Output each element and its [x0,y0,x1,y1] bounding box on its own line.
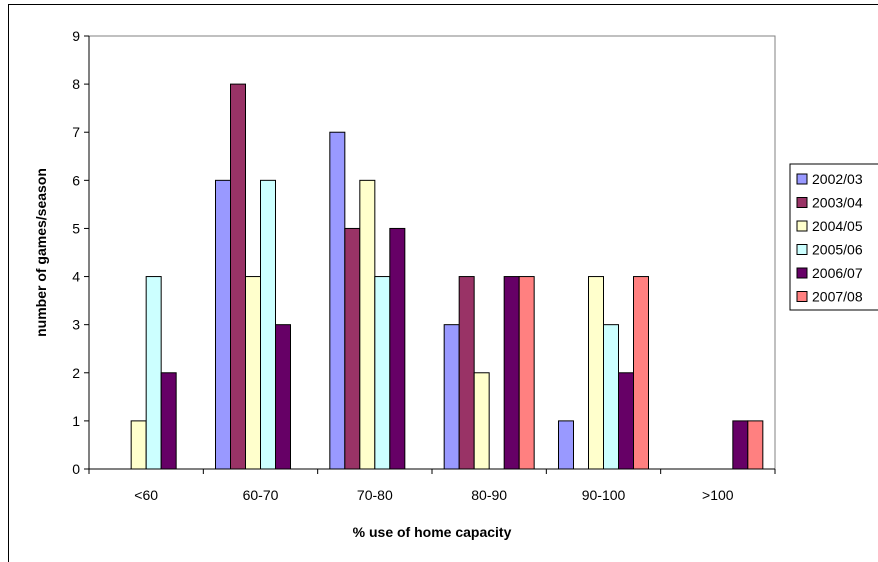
bar [260,179,276,470]
y-tick-label: 8 [72,76,80,92]
bar [558,420,574,470]
legend-label: 2007/08 [812,289,863,305]
bar [518,276,535,470]
legend-item: 2005/06 [796,242,863,258]
bar [443,324,460,470]
y-tick-labels: 0 1 2 3 4 5 6 7 8 9 [72,28,80,477]
bar [230,83,246,470]
legend: 2002/03 2003/04 2004/05 2005/06 2006/07 2007/… [789,163,878,311]
legend-label: 2003/04 [812,195,863,211]
bar [588,276,604,470]
bar [329,131,346,470]
legend-item: 2006/07 [796,265,863,281]
x-tick-label: >100 [702,487,734,503]
x-tick-label: 60-70 [243,487,279,503]
legend-swatch [796,267,808,279]
bar [747,420,764,470]
bar [633,276,649,470]
series-2007-08 [518,276,764,470]
y-axis-title: number of games/season [33,168,49,337]
x-axis-title: % use of home capacity [353,524,512,540]
y-tick-label: 7 [72,124,80,140]
bar [275,324,291,470]
x-tick-label: 90-100 [582,487,626,503]
bar [374,276,391,470]
legend-label: 2006/07 [812,265,863,281]
bar [503,276,520,470]
legend-swatch [796,197,808,208]
y-tick-label: 4 [72,269,80,285]
bar [344,227,361,470]
x-tick-label: 80-90 [471,487,507,503]
y-tick-label: 2 [72,365,80,381]
legend-item: 2002/03 [796,171,863,187]
legend-item: 2003/04 [796,195,863,211]
plot-area [84,35,776,474]
bar [145,276,162,470]
y-tick-label: 0 [72,461,80,477]
legend-swatch [796,244,808,255]
y-tick-label: 5 [72,220,80,236]
legend-box [789,163,878,311]
bar [160,372,177,470]
legend-item: 2004/05 [796,218,863,234]
x-tick-labels: <60 60-70 70-80 80-90 90-100 >100 [134,487,734,503]
legend-label: 2005/06 [812,242,863,258]
y-tick-label: 6 [72,172,80,188]
bar [473,372,490,470]
chart-area [8,4,878,562]
bar [458,276,475,470]
bar [215,179,231,470]
series-2003-04 [230,83,475,470]
legend-swatch [796,173,808,185]
legend-item: 2007/08 [796,289,863,305]
y-tick-label: 9 [72,28,80,44]
x-tick-label: <60 [134,487,158,503]
bar [389,227,406,470]
bar [359,179,376,470]
y-tick-label: 1 [72,413,80,429]
bar [130,420,147,470]
y-tick-label: 3 [72,317,80,333]
bar [732,420,749,470]
legend-swatch [796,220,808,232]
plot-border [88,35,776,470]
bar [618,372,634,470]
x-tick-label: 70-80 [357,487,393,503]
legend-label: 2002/03 [812,171,863,187]
legend-label: 2004/05 [812,218,863,234]
bar [245,276,261,470]
legend-swatch [796,291,808,302]
bar [603,324,619,470]
